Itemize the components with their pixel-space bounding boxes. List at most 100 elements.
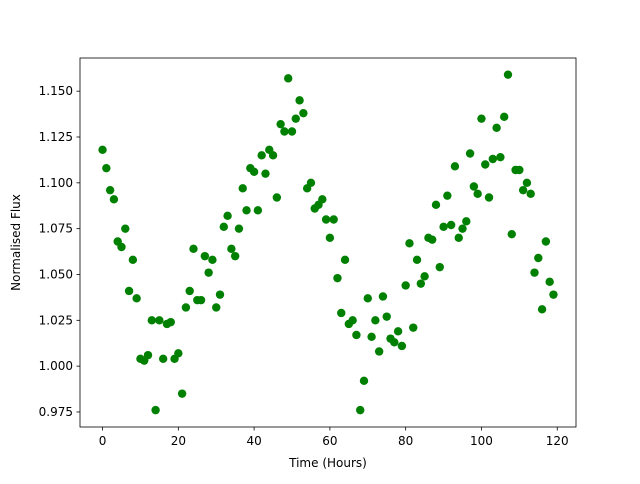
point <box>492 123 501 133</box>
point <box>397 341 407 351</box>
point <box>276 119 285 129</box>
point <box>526 189 535 199</box>
point <box>143 350 153 360</box>
point <box>306 178 316 188</box>
y-tick-label: 0.975 <box>39 405 73 419</box>
point <box>367 332 376 342</box>
y-tick-label: 1.025 <box>39 313 73 327</box>
x-tick-label: 0 <box>99 434 107 448</box>
point <box>299 108 308 118</box>
point <box>196 295 206 305</box>
point <box>469 182 479 191</box>
point <box>242 206 251 215</box>
point <box>215 290 225 299</box>
point <box>204 268 213 277</box>
point <box>446 220 456 230</box>
point <box>530 268 539 277</box>
point <box>522 178 532 188</box>
point <box>465 149 475 158</box>
point <box>105 185 115 195</box>
point <box>435 262 444 272</box>
point <box>488 154 498 164</box>
point <box>439 222 448 232</box>
y-tick-label: 1.050 <box>39 267 73 281</box>
point <box>481 160 490 169</box>
y-tick-label: 1.000 <box>39 359 73 373</box>
point <box>484 193 494 202</box>
point <box>261 169 270 178</box>
point <box>321 215 331 224</box>
point <box>496 152 505 162</box>
y-tick-label: 1.125 <box>39 130 73 144</box>
point <box>431 200 441 210</box>
point <box>132 294 141 303</box>
point <box>545 277 554 287</box>
point <box>117 242 126 252</box>
point <box>371 316 380 325</box>
point <box>363 294 372 303</box>
point <box>499 112 509 122</box>
x-tick-label: 100 <box>470 434 493 448</box>
point <box>462 217 471 226</box>
point <box>348 316 357 325</box>
point <box>515 165 524 175</box>
point <box>280 127 289 136</box>
point <box>177 389 187 398</box>
point <box>272 193 282 202</box>
point <box>227 244 236 254</box>
point <box>185 286 194 296</box>
x-tick-label: 60 <box>322 434 337 448</box>
point <box>534 253 543 263</box>
y-tick-label: 1.150 <box>39 84 73 98</box>
point <box>151 405 160 415</box>
point <box>454 233 463 243</box>
point <box>428 235 437 244</box>
point <box>477 114 486 123</box>
point <box>443 191 452 200</box>
y-tick-label: 1.075 <box>39 222 73 236</box>
point <box>208 255 217 265</box>
point <box>329 215 338 224</box>
y-tick-label: 1.100 <box>39 176 73 190</box>
point <box>356 405 365 415</box>
point <box>537 305 547 314</box>
point <box>268 151 278 160</box>
point <box>416 279 426 288</box>
point <box>473 189 482 199</box>
x-tick-label: 40 <box>246 434 261 448</box>
point <box>158 354 168 364</box>
point <box>374 347 384 356</box>
point <box>325 233 335 243</box>
point <box>409 323 418 332</box>
point <box>378 292 388 301</box>
point <box>337 308 346 318</box>
point <box>155 316 164 325</box>
point <box>359 376 369 386</box>
point <box>212 303 221 312</box>
x-tick-label: 20 <box>171 434 186 448</box>
point <box>230 251 240 261</box>
point <box>333 273 342 283</box>
point <box>102 163 111 173</box>
point <box>200 251 210 261</box>
point <box>257 151 266 160</box>
point <box>219 222 228 232</box>
point <box>382 312 391 321</box>
point <box>253 206 263 215</box>
point <box>109 195 119 204</box>
point <box>420 272 429 281</box>
point <box>223 211 232 221</box>
point <box>405 239 414 248</box>
x-tick-label: 80 <box>398 434 413 448</box>
point <box>507 229 516 239</box>
point <box>189 244 198 254</box>
x-axis-label: Time (Hours) <box>288 456 367 470</box>
point <box>147 316 157 325</box>
point <box>234 224 244 233</box>
point <box>295 96 304 105</box>
point <box>124 286 134 296</box>
point <box>352 330 361 340</box>
point <box>284 74 293 83</box>
